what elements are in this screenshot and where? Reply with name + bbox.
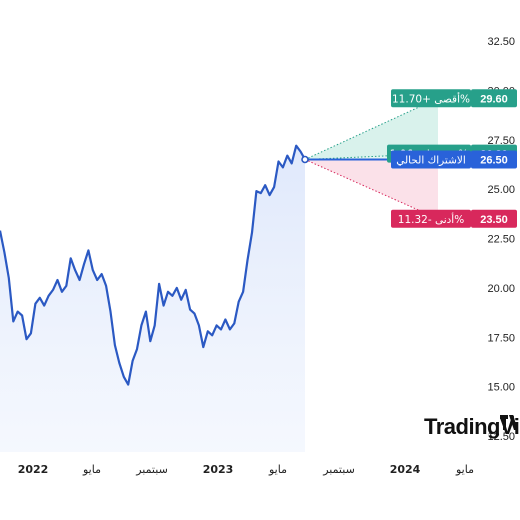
- y-tick-label: 32.50: [487, 36, 515, 48]
- badge-value: 26.50: [480, 155, 508, 167]
- badge-low: أدنى -11.32% 23.50: [391, 209, 517, 228]
- forecast-badges: أقصى +11.70%29.60متوسط +1.06%26.80الاشتر…: [387, 89, 517, 228]
- price-series-line: [0, 144, 306, 386]
- tradingview-watermark: TradingView: [424, 414, 520, 439]
- area-fill: [0, 145, 305, 452]
- price-line: [0, 144, 309, 386]
- y-tick-label: 15.00: [487, 382, 515, 394]
- badge-value: 29.60: [480, 93, 508, 105]
- badge-label-bg: [391, 150, 471, 169]
- x-tick-label: مايو: [82, 463, 101, 476]
- y-tick-label: 22.50: [487, 234, 515, 246]
- y-tick-label: 12.50: [487, 431, 515, 443]
- badge-current: الاشتراك الحالي 26.50: [391, 150, 517, 169]
- badge-label: الاشتراك الحالي: [396, 155, 466, 167]
- x-tick-label: 2023: [203, 463, 234, 476]
- badge-value: 23.50: [480, 214, 508, 226]
- badge-label: أدنى -11.32%: [398, 212, 464, 226]
- last-price-marker: [301, 155, 309, 164]
- badge-high: أقصى +11.70% 29.60: [391, 89, 517, 108]
- badge-value-bg: [471, 150, 517, 169]
- x-tick-label: سبتمبر: [322, 463, 355, 476]
- x-tick-label: 2024: [390, 463, 421, 476]
- y-tick-label: 25.00: [487, 184, 515, 196]
- x-tick-label: 2022: [18, 463, 49, 476]
- x-tick-label: سبتمبر: [135, 463, 168, 476]
- badge-label: أقصى +11.70%: [392, 91, 470, 105]
- y-tick-label: 27.50: [487, 135, 515, 147]
- badge-label-bg: [391, 209, 471, 228]
- x-axis: 2022 مايو سبتمبر 2023 مايو سبتمبر 2024 مايو: [18, 463, 474, 476]
- badge-value-bg: [471, 89, 517, 108]
- y-tick-label: 20.00: [487, 283, 515, 295]
- badge-value-bg: [471, 209, 517, 228]
- y-tick-label: 17.50: [487, 332, 515, 344]
- x-tick-label: مايو: [268, 463, 287, 476]
- tradingview-logo-icon: [500, 415, 518, 430]
- price-area: [0, 145, 305, 452]
- y-axis: 12.5015.0017.5020.0022.5025.0027.5030.00…: [487, 36, 515, 443]
- x-tick-label: مايو: [455, 463, 474, 476]
- badge-label-bg: [391, 89, 471, 108]
